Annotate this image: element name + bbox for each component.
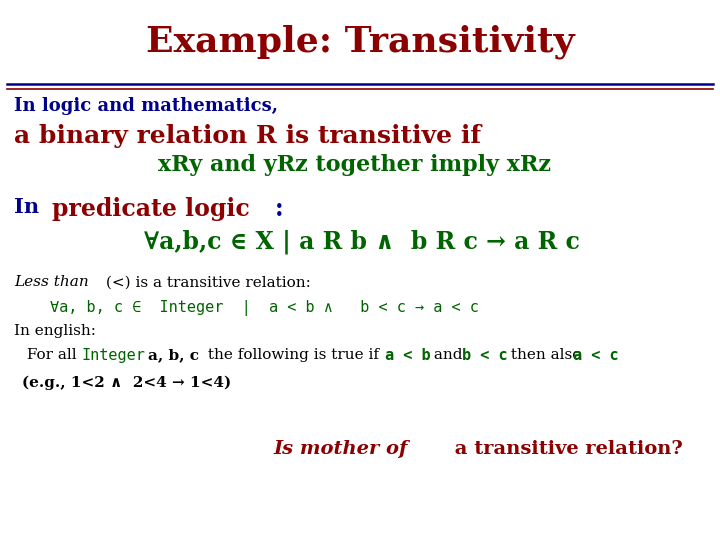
Text: Less than: Less than — [14, 275, 89, 289]
Text: In: In — [14, 197, 47, 217]
Text: Example: Transitivity: Example: Transitivity — [145, 24, 575, 59]
Text: Integer: Integer — [81, 348, 145, 363]
Text: and: and — [429, 348, 467, 362]
Text: a < c: a < c — [573, 348, 618, 363]
Text: xRy and yRz together imply xRz: xRy and yRz together imply xRz — [158, 154, 552, 176]
Text: b < c: b < c — [462, 348, 507, 363]
Text: a < b: a < b — [385, 348, 431, 363]
Text: ∀a, b, c ∈  Integer  |  a < b ∧   b < c → a < c: ∀a, b, c ∈ Integer | a < b ∧ b < c → a <… — [50, 300, 480, 316]
Text: For all: For all — [22, 348, 81, 362]
Text: the following is true if: the following is true if — [203, 348, 384, 362]
Text: In english:: In english: — [14, 324, 96, 338]
Text: Is mother of: Is mother of — [274, 440, 408, 458]
Text: a binary relation R is transitive if: a binary relation R is transitive if — [14, 124, 482, 148]
Text: ∀a,b,c ∈ X | a R b ∧  b R c → a R c: ∀a,b,c ∈ X | a R b ∧ b R c → a R c — [144, 230, 580, 254]
Text: a transitive relation?: a transitive relation? — [448, 440, 683, 458]
Text: predicate logic: predicate logic — [52, 197, 250, 221]
Text: (e.g., 1<2 ∧  2<4 → 1<4): (e.g., 1<2 ∧ 2<4 → 1<4) — [22, 375, 231, 390]
Text: (<) is a transitive relation:: (<) is a transitive relation: — [101, 275, 310, 289]
Text: In logic and mathematics,: In logic and mathematics, — [14, 97, 279, 115]
Text: :: : — [275, 197, 284, 221]
Text: then also: then also — [506, 348, 586, 362]
Text: a, b, c: a, b, c — [148, 348, 199, 362]
